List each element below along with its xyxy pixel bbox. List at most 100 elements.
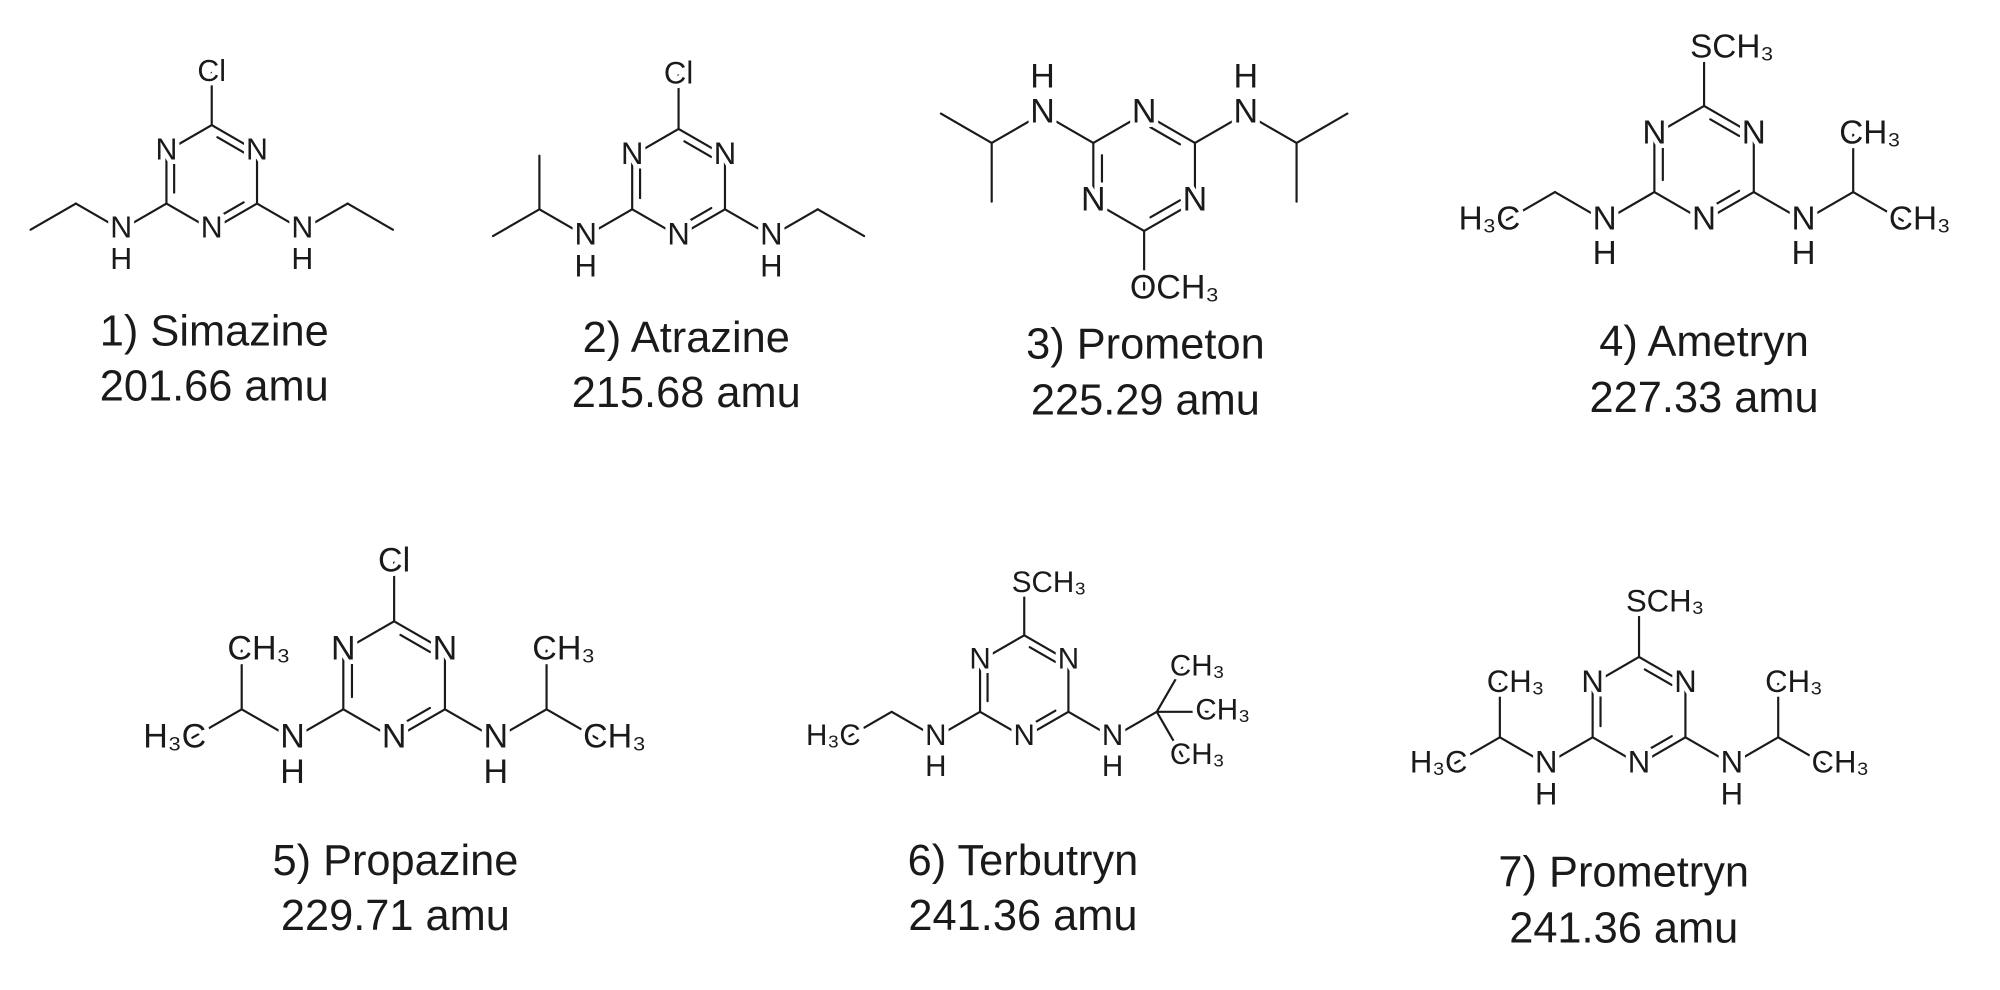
- atom-label: CH₃: [1765, 664, 1823, 699]
- bond: [1591, 736, 1641, 766]
- bond: [770, 208, 819, 238]
- bond: [939, 112, 993, 145]
- bond: [29, 202, 77, 231]
- bond: [393, 708, 447, 740]
- atom-label: H: [1721, 776, 1743, 811]
- atom-label: H: [1535, 776, 1557, 811]
- atom-label: N: [1721, 744, 1743, 779]
- atom-label: N: [1535, 744, 1557, 779]
- bond: [240, 708, 294, 740]
- bond: [255, 202, 304, 231]
- bond: [1111, 710, 1158, 739]
- bond: [677, 127, 727, 157]
- bond: [1023, 634, 1070, 662]
- bond: [1752, 190, 1805, 222]
- atom-label: N: [1102, 719, 1123, 752]
- bond: [1684, 736, 1733, 766]
- atom-label: H: [760, 248, 782, 283]
- bond: [816, 208, 866, 238]
- atom-label: CH₃: [583, 718, 646, 756]
- bond: [74, 202, 123, 231]
- bond: [1591, 655, 1641, 685]
- bond: [1149, 126, 1182, 146]
- atom-label: CH₃: [1195, 694, 1250, 727]
- atom-label: N: [110, 212, 132, 245]
- bond: [723, 208, 773, 238]
- bond: [393, 620, 447, 652]
- atom-label: N: [433, 630, 458, 668]
- bond: [1730, 736, 1780, 766]
- atom-label: N: [1628, 744, 1650, 779]
- bond: [1653, 104, 1706, 136]
- bond: [342, 708, 396, 740]
- bond: [165, 202, 213, 231]
- compound-name: 5) Propazine: [272, 837, 518, 885]
- bond: [631, 127, 680, 157]
- atom-label: CH₃: [1812, 744, 1870, 779]
- bond: [1143, 112, 1197, 145]
- bond: [1023, 710, 1070, 739]
- bond: [978, 710, 1026, 739]
- bond: [443, 708, 497, 740]
- atom-label: Cl: [197, 55, 226, 88]
- atom-label: H: [1030, 57, 1055, 95]
- atom-label: N: [1593, 201, 1617, 238]
- bond: [1643, 735, 1673, 753]
- atom-label: H: [575, 248, 597, 283]
- atom-label: SCH₃: [1690, 28, 1774, 65]
- atom-label: N: [1791, 201, 1815, 238]
- bond: [538, 208, 587, 238]
- atom-label: CH₃: [1170, 738, 1225, 771]
- atom-label: CH₃: [1889, 201, 1951, 238]
- atom-label: CH₃: [1487, 664, 1545, 699]
- atom-label: H: [925, 750, 946, 783]
- bond: [210, 202, 259, 231]
- compound-mass: 241.36 amu: [1509, 905, 1738, 953]
- bond: [1155, 710, 1184, 758]
- atom-label: H: [280, 753, 305, 791]
- bond: [1777, 736, 1826, 766]
- bond: [399, 706, 432, 727]
- atom-label: N: [1642, 114, 1666, 151]
- atom-label: N: [331, 630, 356, 668]
- bond: [1149, 199, 1182, 219]
- bond: [1028, 646, 1057, 664]
- atom-label: N: [483, 718, 508, 756]
- atom-label: N: [201, 212, 223, 245]
- atom-label: H: [1233, 57, 1258, 95]
- bond: [189, 708, 243, 740]
- atom-label: H: [110, 243, 132, 276]
- bond: [1637, 736, 1687, 766]
- atom-label: N: [969, 643, 990, 676]
- atom-label: N: [1081, 181, 1106, 219]
- bond: [1603, 190, 1656, 222]
- bond: [846, 710, 893, 739]
- bond: [1067, 710, 1114, 739]
- bond: [545, 708, 599, 740]
- bond: [1155, 666, 1184, 713]
- bond: [978, 634, 1026, 662]
- bond: [584, 208, 634, 238]
- compound-mass: 227.33 amu: [1590, 374, 1819, 422]
- atom-label: CH₃: [1170, 649, 1225, 682]
- bond: [291, 708, 345, 740]
- atom-label: N: [291, 212, 313, 245]
- bond: [1193, 112, 1247, 145]
- compound-mass: 201.66 amu: [100, 363, 329, 411]
- atom-label: N: [246, 133, 268, 166]
- atom-label: H: [1102, 750, 1123, 783]
- atom-label: H₃C: [143, 718, 206, 756]
- compound-mass: 229.71 amu: [281, 892, 510, 940]
- bond: [631, 208, 680, 238]
- bond: [1702, 104, 1755, 136]
- atom-label: N: [1674, 664, 1696, 699]
- bond: [1028, 709, 1057, 727]
- atom-label: SCH₃: [1626, 584, 1704, 619]
- bond: [1802, 190, 1855, 222]
- atom-label: N: [1233, 93, 1258, 131]
- compound-name: 6) Terbutryn: [908, 837, 1139, 885]
- bond: [301, 202, 349, 231]
- compound-mass: 225.29 amu: [1031, 377, 1260, 425]
- compound-name: 3) Prometon: [1026, 320, 1265, 368]
